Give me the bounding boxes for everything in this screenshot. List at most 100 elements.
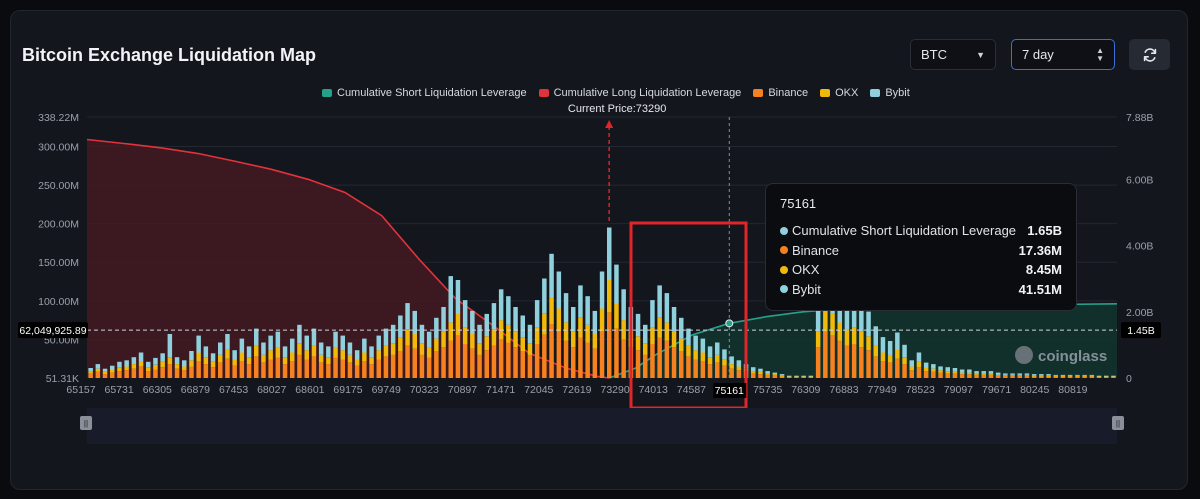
bar-binance [383, 356, 389, 378]
bar-okx [1017, 374, 1022, 376]
bar-bybit [592, 310, 598, 335]
bar-binance [347, 362, 353, 378]
bar-binance [686, 356, 691, 378]
bar-okx [333, 347, 338, 358]
bar-bybit [585, 296, 590, 325]
bar-binance [859, 347, 864, 378]
bar-okx [1060, 375, 1066, 377]
bar-binance [895, 358, 900, 378]
coinglass-logo-icon [1015, 346, 1033, 364]
bar-binance [333, 357, 338, 378]
bar-bybit [887, 341, 893, 355]
current-price-label: Current Price:73290 [568, 103, 666, 115]
bar-okx [1075, 375, 1080, 377]
bar-binance [398, 351, 403, 378]
bar-bybit [571, 307, 576, 332]
bar-bybit [635, 313, 641, 337]
legend-item-long[interactable]: Cumulative Long Liquidation Leverage [538, 87, 741, 99]
bar-okx [124, 366, 129, 371]
bar-bybit [376, 335, 381, 351]
bar-binance [520, 351, 525, 378]
bar-bybit [700, 338, 706, 353]
bar-bybit [290, 338, 295, 353]
bar-binance [844, 345, 850, 378]
bar-okx [542, 313, 547, 335]
bar-binance [340, 359, 345, 378]
bar-bybit [218, 342, 223, 355]
bar-bybit [333, 331, 338, 348]
x-tick-label: 73290 [600, 384, 629, 396]
bar-okx [261, 354, 266, 363]
bar-bybit [354, 350, 360, 360]
bar-bybit [844, 298, 850, 330]
bar-bybit [1096, 375, 1102, 377]
bar-binance [779, 376, 785, 378]
bar-binance [830, 335, 835, 378]
bar-okx [707, 357, 713, 365]
bar-bybit [751, 367, 756, 372]
bar-binance [578, 337, 583, 378]
bar-okx [873, 345, 878, 357]
bar-bybit [916, 352, 922, 362]
bar-okx [664, 322, 670, 341]
bar-binance [952, 373, 958, 378]
bar-okx [650, 327, 655, 345]
bar-okx [477, 343, 482, 355]
bar-bybit [455, 280, 461, 314]
bar-bybit [110, 365, 115, 370]
bar-bybit [369, 346, 374, 358]
bar-binance [758, 374, 763, 378]
bar-okx [635, 336, 641, 351]
bar-okx [823, 308, 828, 332]
left-cursor-label: 62,049,925.89 [19, 325, 86, 337]
current-price-arrow [605, 120, 614, 128]
bar-binance [246, 364, 252, 378]
bar-bybit [95, 364, 101, 369]
bar-bybit [419, 324, 425, 344]
x-tick-label: 79097 [944, 384, 973, 396]
bar-binance [182, 370, 187, 378]
bar-bybit [981, 371, 986, 374]
bar-okx [895, 349, 900, 359]
bar-okx [1096, 376, 1102, 378]
bar-okx [318, 354, 324, 363]
bar-binance [995, 375, 1001, 378]
x-tick-label: 80819 [1058, 384, 1087, 396]
bar-okx [362, 352, 367, 361]
bar-okx [412, 334, 417, 349]
bar-bybit [952, 368, 958, 372]
bar-binance [722, 365, 727, 378]
bar-binance [290, 361, 295, 378]
bar-bybit [426, 331, 432, 348]
bar-bybit [88, 368, 93, 372]
legend-item-binance[interactable]: Binance [753, 87, 808, 99]
bar-okx [232, 359, 237, 366]
bar-okx [779, 375, 785, 377]
bar-bybit [1067, 374, 1073, 376]
zoom-slider-track [87, 408, 1117, 444]
bar-okx [679, 338, 684, 352]
bar-okx [945, 371, 950, 374]
bar-okx [160, 361, 165, 368]
coin-select[interactable]: BTC ▼ [910, 39, 996, 70]
range-select[interactable]: 7 day ▲ ▼ [1011, 39, 1115, 70]
refresh-button[interactable] [1129, 39, 1170, 70]
x-tick-label: 74587 [677, 384, 706, 396]
bar-okx [304, 350, 309, 360]
bar-okx [369, 357, 374, 365]
bar-bybit [707, 346, 713, 358]
zoom-handle-right [1112, 416, 1124, 430]
legend-item-bybit[interactable]: Bybit [870, 87, 910, 99]
bar-okx [902, 357, 907, 365]
bar-binance [448, 341, 453, 378]
bar-binance [203, 364, 209, 378]
legend-item-short[interactable]: Cumulative Short Liquidation Leverage [322, 87, 527, 99]
bar-okx [1067, 375, 1073, 377]
bar-bybit [607, 227, 612, 280]
bar-bybit [542, 278, 547, 314]
bar-binance [916, 367, 922, 378]
legend-item-okx[interactable]: OKX [820, 87, 858, 99]
bar-okx [174, 364, 180, 369]
tooltip-dot [780, 285, 788, 294]
bar-bybit [326, 346, 331, 358]
